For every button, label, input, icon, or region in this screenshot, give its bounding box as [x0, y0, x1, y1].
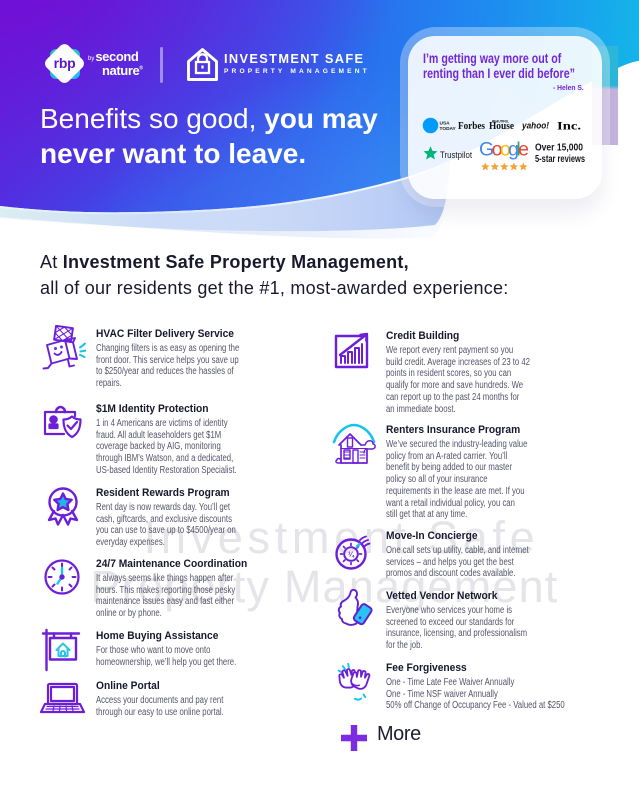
svg-text:Trustpilot: Trustpilot: [440, 150, 472, 161]
svg-text:yahoo!: yahoo!: [521, 121, 549, 132]
svg-text:Google: Google: [479, 139, 529, 161]
svg-text:House: House: [489, 121, 515, 132]
svg-text:TODAY: TODAY: [440, 126, 457, 132]
svg-text:Forbes: Forbes: [458, 121, 485, 132]
svg-text:5-star reviews: 5-star reviews: [535, 153, 585, 165]
svg-text:¼: ¼: [348, 551, 355, 559]
svg-text:Over 15,000: Over 15,000: [535, 142, 583, 154]
svg-text:Inc.: Inc.: [557, 119, 581, 133]
svg-text:BEAUTIFUL: BEAUTIFUL: [492, 120, 509, 124]
svg-text:USA: USA: [440, 121, 451, 127]
